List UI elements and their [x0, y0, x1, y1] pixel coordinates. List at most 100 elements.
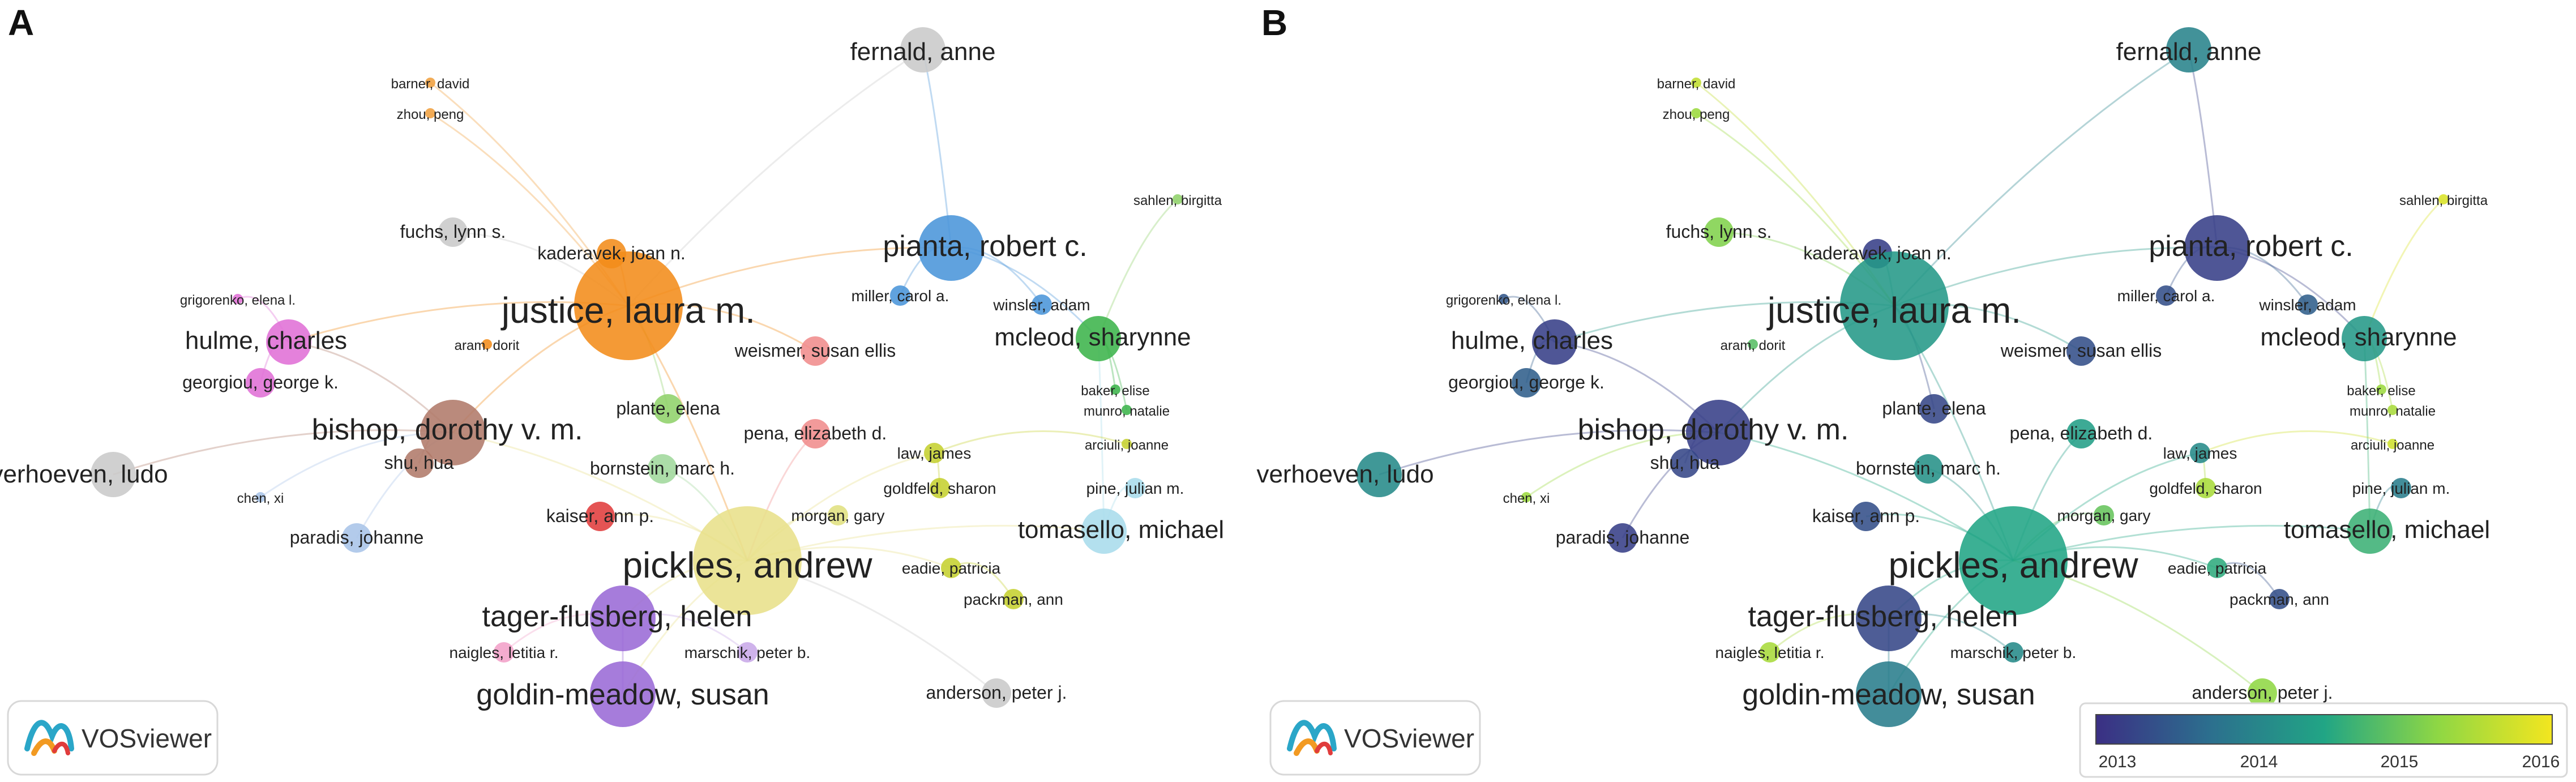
author-label-goldfeld: goldfeld, sharon [883, 480, 996, 497]
author-label-plante: plante, elena [1882, 398, 1986, 418]
author-node-baker[interactable] [2376, 384, 2386, 395]
author-node-paradis[interactable] [1608, 523, 1637, 553]
author-node-winsler[interactable] [1032, 294, 1052, 315]
author-node-pickles[interactable] [1959, 506, 2068, 615]
author-node-morgan[interactable] [2094, 505, 2114, 525]
author-node-munro[interactable] [1122, 405, 1132, 415]
author-node-tager[interactable] [590, 586, 656, 651]
author-node-verhoeven[interactable] [91, 452, 136, 497]
author-node-hulme[interactable] [266, 319, 311, 365]
author-node-tager[interactable] [1856, 586, 1922, 651]
author-node-packman[interactable] [1003, 589, 1024, 609]
author-label-hulme: hulme, charles [185, 327, 347, 354]
author-node-pianta[interactable] [918, 215, 984, 281]
author-node-goldfeld[interactable] [2196, 478, 2216, 498]
author-node-anderson[interactable] [982, 678, 1011, 708]
author-label-eadie: eadie, patricia [902, 559, 1001, 577]
author-node-chen[interactable] [255, 492, 266, 502]
author-node-aram[interactable] [1748, 339, 1758, 349]
colorbar-tick: 2016 [2522, 753, 2560, 771]
author-node-barner[interactable] [425, 78, 435, 88]
author-node-bishop[interactable] [1686, 400, 1752, 465]
author-node-pine[interactable] [1125, 478, 1145, 498]
author-node-georgiou[interactable] [1512, 368, 1541, 398]
author-node-goldin[interactable] [1856, 661, 1922, 727]
author-node-law[interactable] [924, 443, 944, 463]
author-node-pena[interactable] [801, 419, 830, 448]
vosviewer-logo-b[interactable]: VOSviewer [1269, 700, 1481, 776]
author-node-hulme[interactable] [1532, 319, 1577, 365]
panel-a-labels: fernald, anne barner, david zhou, peng fuch… [0, 38, 1224, 711]
author-node-tomasello[interactable] [1081, 508, 1127, 554]
co-citation-link [1379, 429, 1719, 476]
author-node-goldfeld[interactable] [930, 478, 950, 498]
author-node-arciuli[interactable] [1122, 439, 1132, 449]
author-node-morgan[interactable] [828, 505, 848, 525]
author-node-shu[interactable] [404, 448, 434, 478]
author-node-eadie[interactable] [941, 558, 961, 578]
author-node-grigorenko[interactable] [233, 294, 243, 304]
author-node-georgiou[interactable] [246, 368, 275, 398]
author-node-marschik[interactable] [2003, 642, 2023, 663]
author-node-fuchs[interactable] [1704, 217, 1734, 247]
author-node-pianta[interactable] [2184, 215, 2250, 281]
author-node-anderson[interactable] [2248, 678, 2277, 708]
author-node-bornstein[interactable] [1914, 454, 1943, 484]
author-node-mcleod[interactable] [2342, 316, 2387, 361]
author-node-weismer[interactable] [2066, 336, 2096, 366]
author-node-justice[interactable] [1840, 251, 1949, 360]
author-label-sahlen: sahlen, birgitta [1133, 193, 1222, 208]
author-node-sahlen[interactable] [2438, 194, 2449, 204]
author-node-winsler[interactable] [2297, 294, 2318, 315]
author-node-chen[interactable] [1521, 492, 1531, 502]
author-node-eadie[interactable] [2207, 558, 2227, 578]
author-node-kaiser[interactable] [1851, 502, 1881, 531]
author-node-kaiser[interactable] [585, 502, 615, 531]
author-node-law[interactable] [2190, 443, 2210, 463]
author-node-tomasello[interactable] [2347, 508, 2393, 554]
author-label-fuchs: fuchs, lynn s. [400, 221, 506, 242]
author-node-zhou[interactable] [425, 108, 435, 118]
author-node-miller[interactable] [890, 285, 910, 306]
vosviewer-logo-a[interactable]: VOSviewer [7, 700, 219, 776]
author-label-mcleod: mcleod, sharynne [994, 323, 1191, 351]
author-label-aram: aram, dorit [1721, 338, 1786, 353]
author-node-munro[interactable] [2387, 405, 2398, 415]
author-label-morgan: morgan, gary [2057, 507, 2151, 524]
author-node-fernald[interactable] [900, 27, 945, 72]
author-node-plante[interactable] [653, 394, 683, 424]
author-label-tomasello: tomasello, michael [1018, 516, 1224, 544]
author-node-justice[interactable] [574, 251, 683, 360]
author-node-pickles[interactable] [693, 506, 802, 615]
author-node-marschik[interactable] [737, 642, 758, 663]
author-node-arciuli[interactable] [2387, 439, 2398, 449]
author-node-fernald[interactable] [2166, 27, 2211, 72]
author-node-barner[interactable] [1691, 78, 1701, 88]
author-node-zhou[interactable] [1691, 108, 1701, 118]
author-node-sahlen[interactable] [1173, 194, 1183, 204]
author-label-fernald: fernald, anne [850, 38, 996, 66]
author-node-aram[interactable] [482, 339, 492, 349]
author-node-pine[interactable] [2391, 478, 2411, 498]
author-node-mcleod[interactable] [1076, 316, 1121, 361]
author-node-packman[interactable] [2269, 589, 2290, 609]
author-label-sahlen: sahlen, birgitta [2399, 193, 2488, 208]
author-node-bishop[interactable] [420, 400, 486, 465]
author-node-goldin[interactable] [590, 661, 656, 727]
author-node-shu[interactable] [1670, 448, 1700, 478]
author-node-baker[interactable] [1110, 384, 1120, 395]
author-node-pena[interactable] [2066, 419, 2096, 448]
author-node-paradis[interactable] [342, 523, 371, 553]
author-node-verhoeven[interactable] [1357, 452, 1402, 497]
author-label-pena: pena, elizabeth d. [2010, 423, 2153, 443]
author-node-bornstein[interactable] [648, 454, 677, 484]
author-node-weismer[interactable] [801, 336, 830, 366]
author-node-naigles[interactable] [1760, 642, 1780, 663]
author-node-plante[interactable] [1919, 394, 1949, 424]
author-label-tager: tager-flusberg, helen [482, 600, 752, 633]
author-node-miller[interactable] [2156, 285, 2176, 306]
author-label-anderson: anderson, peter j. [2192, 682, 2333, 703]
author-node-fuchs[interactable] [438, 217, 468, 247]
author-node-naigles[interactable] [494, 642, 514, 663]
author-node-grigorenko[interactable] [1499, 294, 1509, 304]
